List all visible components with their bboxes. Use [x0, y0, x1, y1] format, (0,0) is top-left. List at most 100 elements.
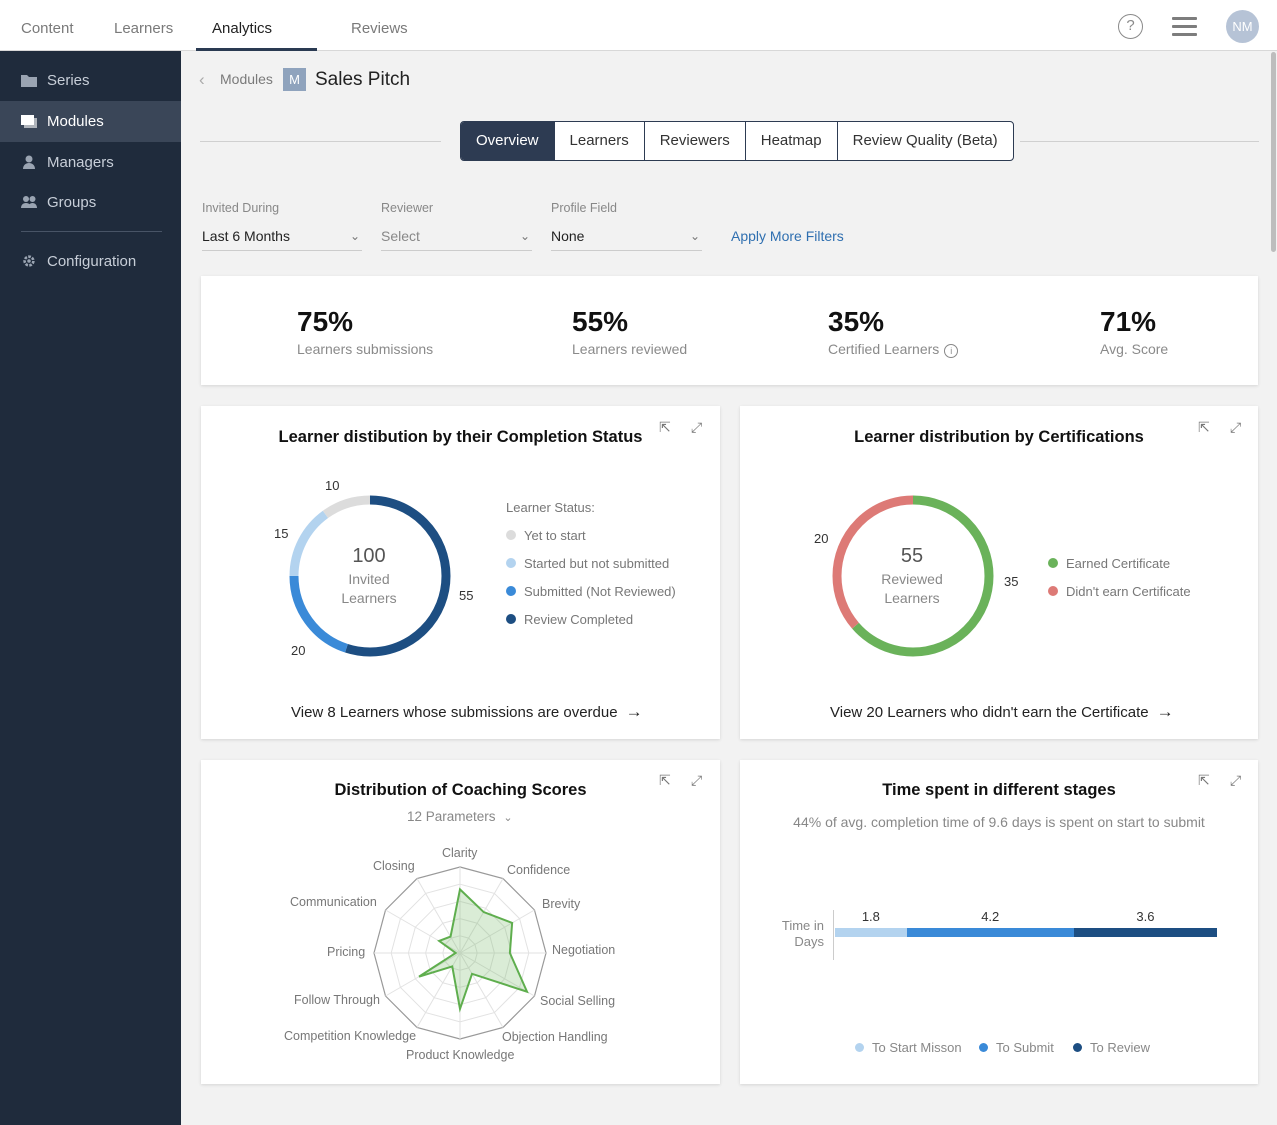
expand-icon[interactable]: ⤢ [1230, 419, 1242, 435]
radar-axis-label: Social Selling [540, 994, 616, 1008]
bar-segment [835, 928, 907, 937]
radar-spoke [459, 952, 504, 1028]
export-icon[interactable]: ⇱ [659, 772, 671, 788]
radar-axis-label: Brevity [542, 897, 581, 911]
axis-line [833, 910, 834, 960]
certification-donut-chart [832, 495, 994, 657]
tab-reviews[interactable]: Reviews [351, 20, 408, 37]
reviewer-select[interactable]: Select [381, 228, 420, 244]
sidebar-item-configuration[interactable]: Configuration [0, 241, 181, 282]
info-icon[interactable]: i [944, 344, 959, 358]
radar-axis-label: Confidence [507, 863, 571, 877]
sidebar: Series Modules Managers Groups Configura… [0, 51, 181, 1125]
legend-item: To Submit [979, 1040, 1054, 1055]
coaching-radar-chart [373, 866, 547, 1040]
avatar[interactable]: NM [1226, 10, 1259, 43]
no-certificate-learners-link[interactable]: View 20 Learners who didn't earn the Cer… [830, 702, 1174, 721]
breadcrumb-modules-link[interactable]: Modules [220, 71, 273, 87]
chevron-down-icon[interactable]: ⌄ [350, 229, 361, 243]
profile-field-select[interactable]: None [551, 228, 585, 244]
tab-heatmap[interactable]: Heatmap [746, 122, 838, 160]
donut-value-label: 15 [274, 526, 289, 541]
sidebar-item-label: Managers [47, 154, 114, 171]
bar-value-label: 3.6 [1136, 909, 1155, 924]
radar-axis-label: Clarity [442, 846, 478, 860]
invited-during-label: Invited During [202, 201, 280, 215]
sidebar-divider [21, 231, 162, 232]
completion-donut-chart [289, 495, 451, 657]
arrow-right-icon: → [625, 702, 643, 721]
donut-segment [289, 495, 451, 657]
bar-segment [906, 928, 1074, 937]
top-navigation-bar: Content Learners Analytics Reviews ? NM [0, 0, 1277, 51]
legend-dot [1048, 558, 1058, 568]
radar-axis-label: Communication [290, 895, 377, 909]
chevron-down-icon[interactable]: ⌄ [690, 229, 701, 243]
stat-value: 75% [297, 306, 354, 337]
overdue-learners-link[interactable]: View 8 Learners whose submissions are ov… [291, 702, 643, 721]
manager-icon [23, 155, 35, 169]
tab-reviewers[interactable]: Reviewers [645, 122, 746, 160]
donut-value-label: 35 [1004, 574, 1019, 589]
chevron-down-icon: ⌄ [503, 812, 513, 824]
chevron-left-icon[interactable]: ‹ [199, 70, 205, 89]
tab-content[interactable]: Content [21, 20, 74, 37]
stat-value: 71% [1100, 306, 1157, 337]
radar-spoke [459, 878, 504, 954]
bar-segment [1073, 928, 1217, 937]
card-title: Distribution of Coaching Scores [334, 781, 587, 799]
tab-analytics[interactable]: Analytics [212, 20, 273, 37]
tab-learners[interactable]: Learners [114, 20, 174, 37]
legend-title: Learner Status: [506, 499, 595, 515]
tab-learners[interactable]: Learners [555, 122, 645, 160]
radar-axis-label: Closing [373, 859, 415, 873]
invited-during-select[interactable]: Last 6 Months [202, 228, 290, 244]
sidebar-item-groups[interactable]: Groups [0, 182, 181, 223]
folder-icon [21, 75, 37, 87]
tab-review-quality[interactable]: Review Quality (Beta) [852, 132, 998, 149]
legend-item: Review Completed [506, 605, 676, 633]
legend-dot [506, 614, 516, 624]
radar-axis-label: Product Knowledge [406, 1048, 515, 1062]
page-scrollbar[interactable] [1271, 52, 1276, 252]
card-title: Time spent in different stages [882, 781, 1116, 799]
radar-spoke [459, 909, 535, 954]
sidebar-item-series[interactable]: Series [0, 60, 181, 101]
sidebar-item-label: Groups [47, 194, 97, 211]
donut-segment [289, 495, 451, 657]
chevron-down-icon[interactable]: ⌄ [520, 229, 531, 243]
stat-label: Learners submissions [297, 341, 434, 357]
parameters-dropdown[interactable]: 12 Parameters ⌄ [407, 809, 513, 824]
expand-icon[interactable]: ⤢ [691, 772, 703, 788]
expand-icon[interactable]: ⤢ [691, 419, 703, 435]
legend-dot [506, 586, 516, 596]
tab-overview[interactable]: Overview [461, 122, 555, 160]
profile-field-label: Profile Field [551, 201, 617, 215]
sidebar-item-managers[interactable]: Managers [0, 142, 181, 183]
radar-spoke [459, 952, 535, 997]
sidebar-item-modules[interactable]: Modules [0, 101, 181, 142]
radar-axis-label: Competition Knowledge [284, 1029, 417, 1043]
radar-spoke [385, 909, 461, 954]
completion-legend: Learner Status: Yet to start Started but… [506, 493, 676, 633]
legend-dot [855, 1043, 864, 1052]
radar-axis-label: Pricing [327, 945, 366, 959]
radar-axis-label: Negotiation [552, 943, 616, 957]
stat-value: 35% [828, 306, 885, 337]
stat-value: 55% [572, 306, 629, 337]
time-spent-card [740, 760, 1258, 1084]
expand-icon[interactable]: ⤢ [1230, 772, 1242, 788]
export-icon[interactable]: ⇱ [659, 419, 671, 435]
legend-item: Yet to start [506, 521, 676, 549]
export-icon[interactable]: ⇱ [1198, 772, 1210, 788]
hamburger-menu-icon[interactable] [1172, 17, 1197, 36]
help-icon[interactable]: ? [1118, 14, 1143, 39]
stats-card [201, 276, 1258, 385]
apply-more-filters-link[interactable]: Apply More Filters [731, 228, 844, 244]
active-tab-indicator [196, 48, 317, 51]
export-icon[interactable]: ⇱ [1198, 419, 1210, 435]
legend-item: Earned Certificate [1048, 549, 1191, 577]
donut-center-label: Invited Learners [341, 571, 397, 606]
donut-center-value: 55 [900, 545, 924, 567]
completion-status-card [201, 406, 720, 739]
